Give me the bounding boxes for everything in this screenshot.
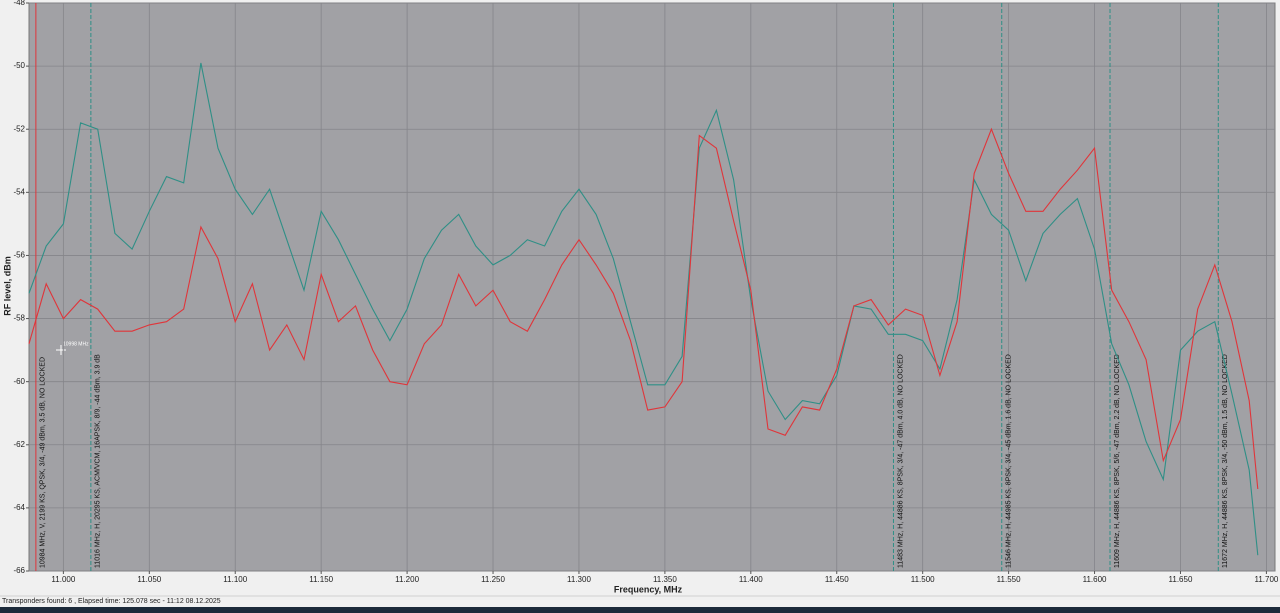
x-tick-label: 11.500 xyxy=(911,575,935,584)
x-tick-label: 11.050 xyxy=(137,575,161,584)
y-tick-label: -62 xyxy=(13,440,25,449)
y-tick-label: -58 xyxy=(13,314,25,323)
x-tick-label: 11.400 xyxy=(739,575,763,584)
x-tick-label: 11.650 xyxy=(1169,575,1193,584)
y-tick-label: -60 xyxy=(13,377,25,386)
spectrum-line xyxy=(28,62,1259,556)
x-tick-label: 11.200 xyxy=(395,575,419,584)
transponder-label: 10984 MHz, V, 2199 KS, QPSK, 3/4, -49 dB… xyxy=(40,357,47,568)
y-tick-label: -48 xyxy=(13,0,25,7)
x-tick-label: 11.550 xyxy=(997,575,1021,584)
cursor: 10998 MHz xyxy=(56,341,89,355)
transponder-label: 11609 MHz, H, 44886 KS, 8PSK, 5/6, -47 d… xyxy=(1114,354,1121,568)
plot-area xyxy=(28,2,1276,572)
y-tick-label: -50 xyxy=(13,61,25,70)
x-tick-label: 11.150 xyxy=(309,575,333,584)
taskbar xyxy=(0,607,1280,613)
y-tick-label: -52 xyxy=(13,124,25,133)
y-tick-label: -66 xyxy=(13,566,25,575)
x-tick-label: 11.100 xyxy=(223,575,247,584)
x-tick-label: 11.300 xyxy=(567,575,591,584)
x-tick-label: 11.250 xyxy=(481,575,505,584)
y-tick-label: -54 xyxy=(13,187,25,196)
transponder-label: 11016 MHz, H, 20295 KS, ACM/VCM, 16APSK,… xyxy=(95,354,102,568)
x-tick-label: 11.700 xyxy=(1254,575,1278,584)
status-bar: Transponders found: 6 , Elapsed time: 12… xyxy=(2,598,221,605)
y-axis-label: RF level, dBm xyxy=(2,256,12,316)
x-axis-label: Frequency, MHz xyxy=(614,584,683,594)
cursor-label: 10998 MHz xyxy=(63,341,89,347)
transponder-label: 11672 MHz, H, 44886 KS, 8PSK, 3/4, -50 d… xyxy=(1222,354,1229,568)
grid xyxy=(29,2,1275,572)
spectrum-line xyxy=(28,127,1259,490)
x-tick-label: 11.450 xyxy=(825,575,849,584)
x-tick-label: 11.000 xyxy=(51,575,75,584)
x-tick-label: 11.600 xyxy=(1083,575,1107,584)
transponder-label: 11546 MHz, H, 44985 KS, 8PSK, 3/4, -45 d… xyxy=(1006,354,1013,568)
x-tick-label: 11.350 xyxy=(653,575,677,584)
y-tick-label: -64 xyxy=(13,503,25,512)
transponder-label: 11483 MHz, H, 44886 KS, 8PSK, 3/4, -47 d… xyxy=(897,354,904,568)
y-tick-label: -56 xyxy=(13,251,25,260)
